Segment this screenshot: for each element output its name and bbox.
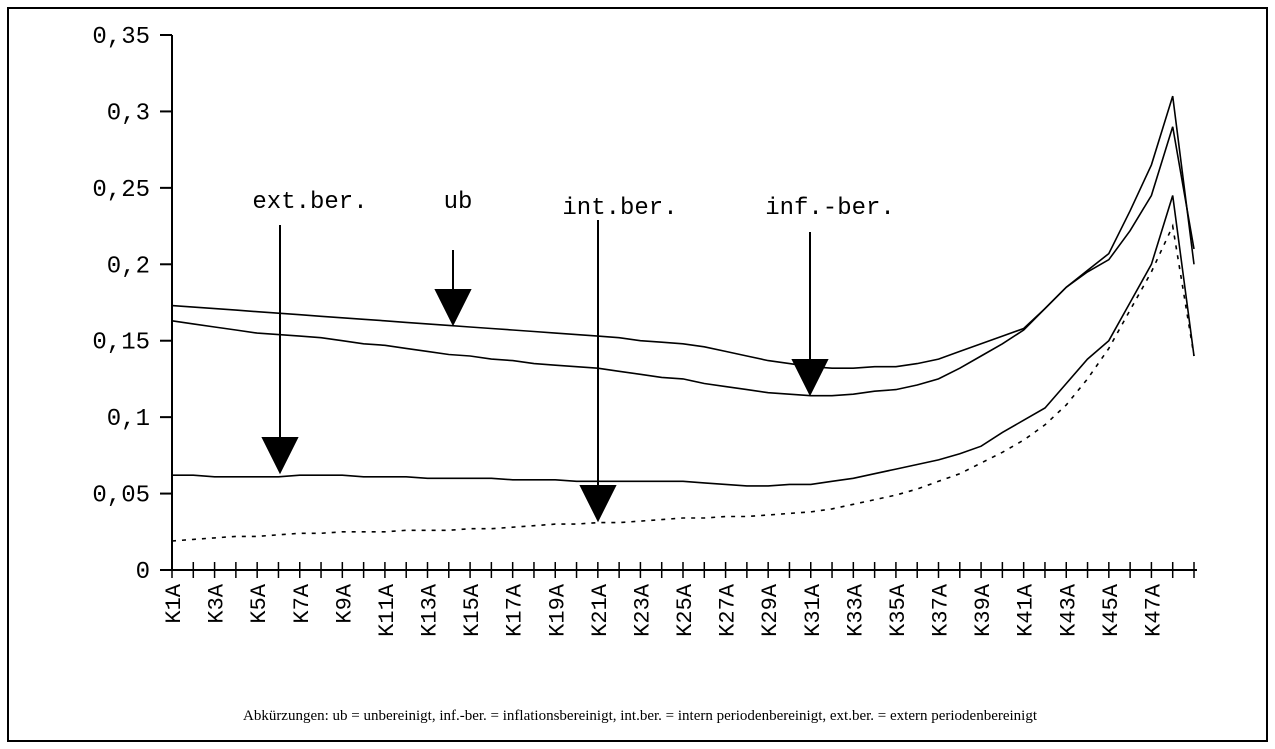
x-tick-label: K45A: [1099, 583, 1124, 637]
x-tick-label: K25A: [673, 583, 698, 637]
annotation: int.ber.: [562, 195, 677, 222]
x-tick-label: K33A: [843, 583, 868, 637]
annotation: inf.-ber.: [765, 195, 895, 222]
x-tick-label: K9A: [332, 583, 357, 623]
x-tick-label: K15A: [460, 583, 485, 637]
y-tick-label: 0,35: [92, 24, 150, 51]
x-tick-label: K43A: [1056, 583, 1081, 637]
x-tick-label: K29A: [758, 583, 783, 637]
x-tick-label: K7A: [290, 583, 315, 623]
footnote: Abkürzungen: ub = unbereinigt, inf.-ber.…: [243, 708, 1038, 724]
x-tick-label: K41A: [1014, 583, 1039, 637]
x-tick-label: K47A: [1141, 583, 1166, 637]
y-tick-label: 0,05: [92, 483, 150, 510]
y-tick-label: 0,15: [92, 330, 150, 357]
x-tick-label: K19A: [545, 583, 570, 637]
x-tick-label: K37A: [929, 583, 954, 637]
annotation: ub: [444, 189, 473, 216]
arrow-head: [434, 289, 472, 327]
x-tick-label: K39A: [971, 583, 996, 637]
y-tick-label: 0,25: [92, 177, 150, 204]
x-tick-label: K5A: [247, 583, 272, 623]
line-series: [172, 195, 1195, 487]
x-tick-label: K17A: [503, 583, 528, 637]
y-tick-label: 0,3: [107, 100, 150, 127]
x-tick-label: K23A: [630, 583, 655, 637]
x-tick-label: K13A: [418, 583, 443, 637]
x-tick-label: K31A: [801, 583, 826, 637]
x-tick-label: K3A: [205, 583, 230, 623]
x-tick-label: K35A: [886, 583, 911, 637]
y-tick-label: 0,1: [107, 406, 150, 433]
frame: [7, 7, 1268, 742]
arrow-head: [579, 485, 617, 523]
y-tick-label: 0,2: [107, 253, 150, 280]
x-tick-label: K11A: [375, 583, 400, 637]
line-series: [171, 223, 1195, 542]
arrow-head: [791, 359, 829, 397]
line-series: [171, 126, 1195, 397]
line-series: [171, 95, 1195, 369]
x-tick-label: K27A: [716, 583, 741, 637]
x-tick-label: K21A: [588, 583, 613, 637]
arrow-head: [261, 437, 299, 475]
arrows: [261, 220, 829, 523]
annotation: ext.ber.: [252, 189, 367, 216]
x-tick-label: K1A: [162, 583, 187, 623]
y-tick-label: 0: [136, 559, 150, 586]
